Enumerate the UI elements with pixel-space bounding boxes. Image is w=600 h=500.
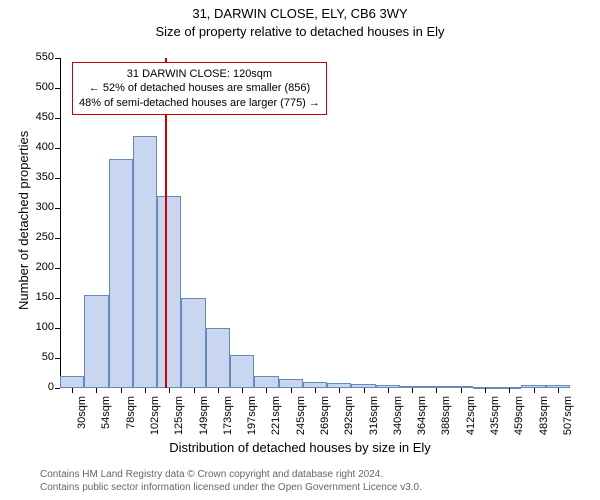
chart-title: 31, DARWIN CLOSE, ELY, CB6 3WY [0, 6, 600, 21]
x-tick-label: 316sqm [368, 396, 380, 438]
y-tick-label: 400 [26, 141, 54, 153]
x-axis-label: Distribution of detached houses by size … [0, 440, 600, 455]
x-tick [121, 388, 122, 393]
y-tick [55, 58, 60, 59]
attribution-line-2: Contains public sector information licen… [40, 481, 422, 494]
histogram-bar [230, 355, 254, 388]
x-tick [291, 388, 292, 393]
y-tick [55, 88, 60, 89]
x-tick [194, 388, 195, 393]
histogram-bar [109, 159, 133, 388]
y-tick [55, 148, 60, 149]
callout-line-1: 31 DARWIN CLOSE: 120sqm [79, 67, 320, 81]
y-tick-label: 100 [26, 321, 54, 333]
x-tick [242, 388, 243, 393]
y-tick [55, 298, 60, 299]
y-tick-label: 550 [26, 51, 54, 63]
x-tick [461, 388, 462, 393]
x-tick-label: 221sqm [270, 396, 282, 438]
y-tick [55, 268, 60, 269]
y-tick [55, 178, 60, 179]
x-tick [534, 388, 535, 393]
x-tick-label: 54sqm [100, 396, 112, 438]
x-tick [364, 388, 365, 393]
histogram-bar [181, 298, 205, 388]
x-tick [169, 388, 170, 393]
histogram-bar [279, 379, 303, 388]
attribution-text: Contains HM Land Registry data © Crown c… [40, 468, 422, 494]
y-tick-label: 350 [26, 171, 54, 183]
x-tick [145, 388, 146, 393]
x-tick [412, 388, 413, 393]
x-tick [96, 388, 97, 393]
x-tick-label: 149sqm [198, 396, 210, 438]
x-tick [315, 388, 316, 393]
x-tick-label: 173sqm [222, 396, 234, 438]
y-tick [55, 388, 60, 389]
attribution-line-1: Contains HM Land Registry data © Crown c… [40, 468, 422, 481]
x-tick-label: 292sqm [343, 396, 355, 438]
y-tick-label: 450 [26, 111, 54, 123]
y-tick [55, 118, 60, 119]
x-tick-label: 125sqm [173, 396, 185, 438]
callout-line-3: 48% of semi-detached houses are larger (… [79, 96, 320, 110]
x-tick-label: 245sqm [295, 396, 307, 438]
x-tick [436, 388, 437, 393]
histogram-bar [157, 196, 181, 388]
x-tick-label: 412sqm [465, 396, 477, 438]
x-tick-label: 102sqm [149, 396, 161, 438]
x-tick [558, 388, 559, 393]
x-tick-label: 269sqm [319, 396, 331, 438]
x-tick-label: 435sqm [489, 396, 501, 438]
x-tick [485, 388, 486, 393]
histogram-bar [133, 136, 157, 388]
x-tick-label: 364sqm [416, 396, 428, 438]
y-tick [55, 238, 60, 239]
x-tick-label: 340sqm [392, 396, 404, 438]
y-tick-label: 500 [26, 81, 54, 93]
y-tick [55, 358, 60, 359]
x-tick [509, 388, 510, 393]
x-tick-label: 483sqm [538, 396, 550, 438]
y-tick-label: 250 [26, 231, 54, 243]
y-tick [55, 328, 60, 329]
histogram-bar [254, 376, 278, 388]
x-tick [339, 388, 340, 393]
callout-line-2: ← 52% of detached houses are smaller (85… [79, 81, 320, 95]
x-tick [388, 388, 389, 393]
y-tick-label: 0 [26, 381, 54, 393]
y-tick-label: 50 [26, 351, 54, 363]
y-tick-label: 300 [26, 201, 54, 213]
x-tick [266, 388, 267, 393]
x-tick-label: 78sqm [125, 396, 137, 438]
y-tick [55, 208, 60, 209]
x-tick-label: 197sqm [246, 396, 258, 438]
x-tick-label: 388sqm [440, 396, 452, 438]
histogram-bar [60, 376, 84, 388]
x-tick-label: 459sqm [513, 396, 525, 438]
histogram-bar [206, 328, 230, 388]
y-axis [60, 58, 61, 388]
histogram-bar [84, 295, 108, 388]
y-tick-label: 150 [26, 291, 54, 303]
x-tick [72, 388, 73, 393]
y-axis-label: Number of detached properties [16, 131, 31, 310]
x-tick-label: 30sqm [76, 396, 88, 438]
x-tick [218, 388, 219, 393]
y-tick-label: 200 [26, 261, 54, 273]
chart-subtitle: Size of property relative to detached ho… [0, 24, 600, 39]
x-tick-label: 507sqm [562, 396, 574, 438]
callout-box: 31 DARWIN CLOSE: 120sqm ← 52% of detache… [72, 62, 327, 115]
